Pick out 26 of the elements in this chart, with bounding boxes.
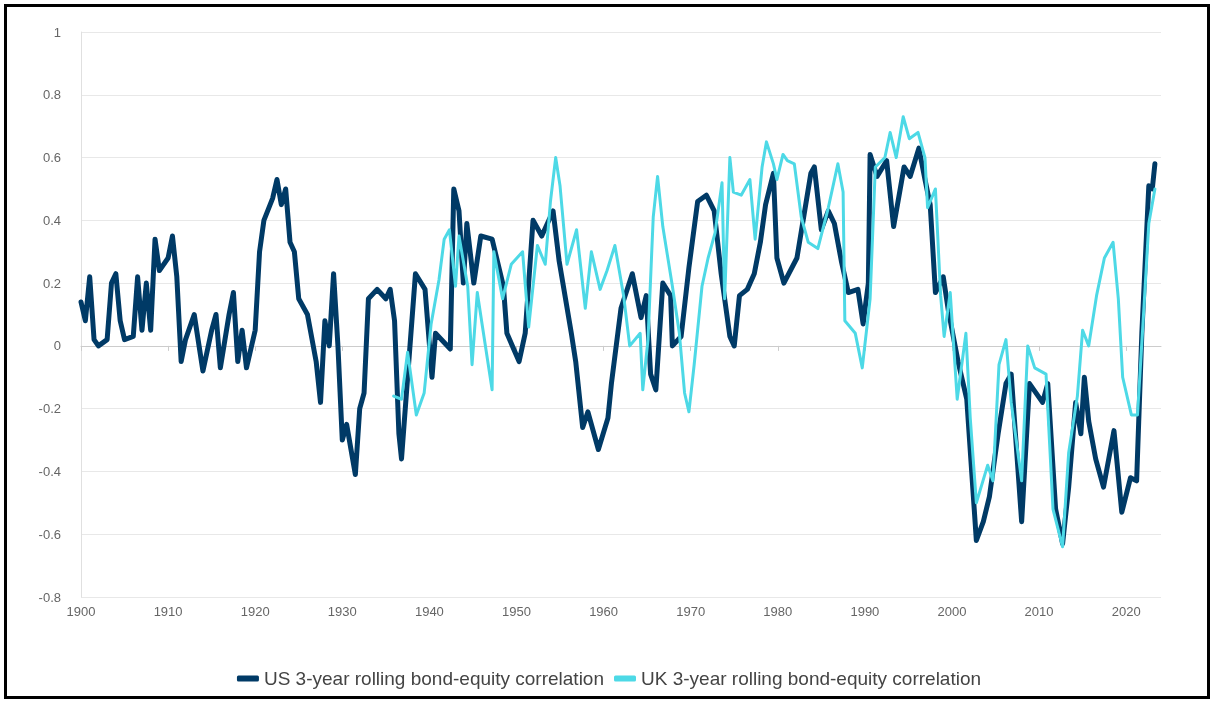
y-tick-label: 0.2: [42, 275, 61, 291]
x-tick-label: 2020: [1111, 604, 1141, 619]
y-tick-label: 0.4: [42, 212, 61, 228]
y-tick-label: -0.4: [38, 463, 61, 479]
x-tick-label: 1900: [66, 604, 96, 619]
legend-label: US 3-year rolling bond-equity correlation: [263, 668, 604, 689]
x-tick-label: 1960: [589, 604, 619, 619]
x-tick-label: 2000: [937, 604, 967, 619]
y-tick-label: -0.2: [38, 401, 61, 417]
x-tick-label: 1930: [327, 604, 357, 619]
x-tick-label: 1940: [414, 604, 444, 619]
y-tick-label: -0.8: [38, 589, 61, 605]
y-tick-label: 0.8: [42, 87, 61, 103]
y-tick-label: 0: [53, 338, 61, 354]
legend-label: UK 3-year rolling bond-equity correlation: [641, 668, 982, 689]
x-tick-label: 1920: [240, 604, 270, 619]
y-tick-label: 0.6: [42, 150, 61, 166]
y-tick-label: -0.6: [38, 526, 61, 542]
x-tick-label: 2010: [1024, 604, 1054, 619]
x-tick-label: 1910: [153, 604, 183, 619]
x-tick-label: 1950: [502, 604, 531, 619]
x-tick-label: 1980: [763, 604, 793, 619]
y-tick-label: 1: [53, 24, 61, 40]
x-tick-label: 1970: [676, 604, 706, 619]
x-tick-label: 1990: [850, 604, 880, 619]
line-series: [392, 115, 1157, 549]
